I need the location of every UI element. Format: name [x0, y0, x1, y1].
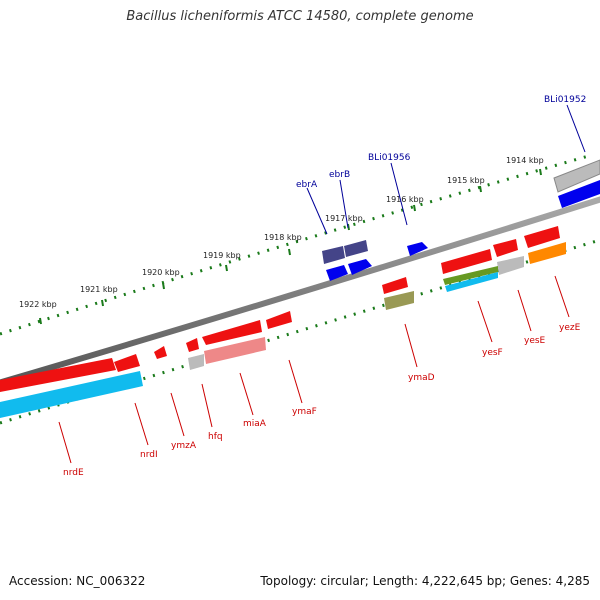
- genome-summary: Topology: circular; Length: 4,222,645 bp…: [260, 574, 590, 588]
- gene-hfq-red[interactable]: [186, 338, 199, 352]
- gene-ymzA[interactable]: [154, 346, 167, 359]
- gene-label-yesF[interactable]: yesF: [482, 348, 503, 358]
- gene-ebrA[interactable]: [322, 246, 345, 264]
- gene-miaA-red[interactable]: [202, 320, 262, 345]
- gene-yesE-gray[interactable]: [497, 256, 524, 275]
- gene-nrdE-red[interactable]: [0, 358, 116, 392]
- gene-label-ymaD[interactable]: ymaD: [408, 373, 435, 383]
- gene-label-ebrA[interactable]: ebrA: [296, 180, 318, 190]
- label-connectors: [58, 104, 586, 464]
- genome-backbone: [0, 196, 600, 386]
- gene-miaA-pink[interactable]: [204, 337, 266, 364]
- gene-nrdI[interactable]: [114, 354, 140, 372]
- gene-yezE-red[interactable]: [524, 226, 560, 248]
- gene-ymaF[interactable]: [266, 311, 292, 329]
- gene-label-BLi01952[interactable]: BLi01952: [544, 95, 586, 105]
- kbp-label: 1918 kbp: [264, 233, 302, 242]
- gene-label-nrdI[interactable]: nrdI: [140, 450, 158, 460]
- upper-tick-track: [0, 153, 593, 336]
- kbp-label: 1922 kbp: [19, 300, 57, 309]
- kbp-label: 1919 kbp: [203, 251, 241, 260]
- kbp-label: 1914 kbp: [506, 156, 544, 165]
- gene-label-ymzA[interactable]: ymzA: [171, 441, 197, 451]
- gene-BLi01952-gray[interactable]: [553, 159, 600, 193]
- accession-label: Accession: NC_006322: [9, 574, 146, 588]
- gene-BLi01952-blue[interactable]: [558, 180, 600, 208]
- gene-label-yezE[interactable]: yezE: [559, 323, 581, 333]
- major-ticks-upper: [39, 168, 542, 325]
- kbp-label: 1915 kbp: [447, 176, 485, 185]
- gene-yesF-cyan[interactable]: [445, 272, 498, 292]
- gene-label-nrdE[interactable]: nrdE: [63, 468, 84, 478]
- gene-ebrB[interactable]: [344, 240, 368, 257]
- gene-nrdE-cyan[interactable]: [0, 371, 143, 418]
- gene-yesF-red[interactable]: [441, 249, 492, 274]
- upper-genes: [322, 159, 600, 281]
- gene-ebrA-blue[interactable]: [326, 265, 348, 281]
- gene-yesF-green[interactable]: [443, 266, 498, 285]
- gene-label-miaA[interactable]: miaA: [243, 419, 267, 429]
- gene-yezE-orange[interactable]: [528, 242, 566, 264]
- kbp-label: 1917 kbp: [325, 214, 363, 223]
- gene-label-ebrB[interactable]: ebrB: [329, 170, 350, 180]
- kbp-label: 1921 kbp: [80, 285, 118, 294]
- gene-label-hfq[interactable]: hfq: [208, 432, 223, 442]
- gene-label-yesE[interactable]: yesE: [524, 336, 546, 346]
- gene-BLi01956-blue[interactable]: [407, 242, 428, 256]
- gene-label-BLi01956[interactable]: BLi01956: [368, 153, 411, 163]
- gene-ebrB-blue[interactable]: [348, 259, 372, 275]
- kbp-label: 1916 kbp: [386, 195, 424, 204]
- gene-hfq-gray[interactable]: [188, 354, 204, 370]
- gene-ymaD-olive[interactable]: [384, 291, 414, 310]
- lower-genes: [0, 226, 566, 418]
- kbp-label: 1920 kbp: [142, 268, 180, 277]
- gene-ymaD-red[interactable]: [382, 277, 408, 294]
- gene-label-ymaF[interactable]: ymaF: [292, 407, 317, 417]
- map-title: Bacillus licheniformis ATCC 14580, compl…: [126, 9, 474, 24]
- gene-yesE-red[interactable]: [493, 239, 518, 257]
